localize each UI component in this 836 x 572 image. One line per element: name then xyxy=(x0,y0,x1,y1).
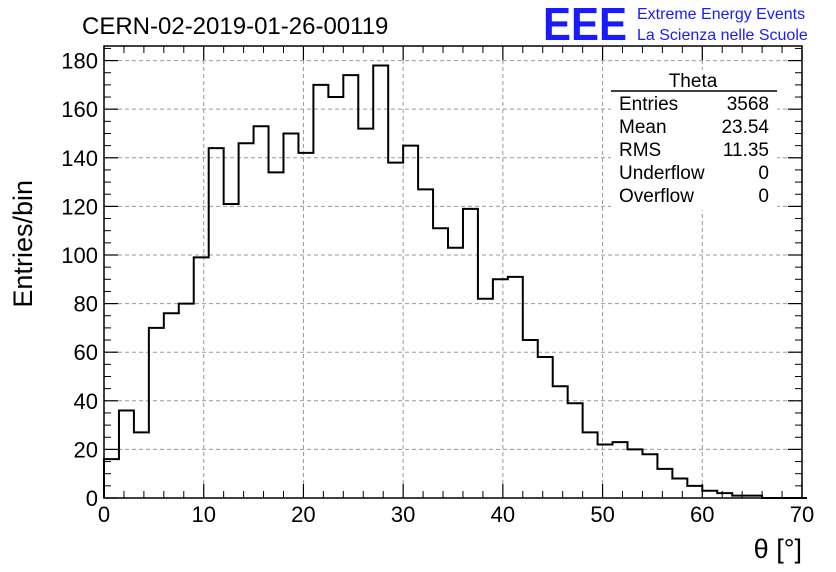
y-tick-label: 40 xyxy=(74,389,98,414)
x-tick-label: 40 xyxy=(491,502,515,527)
stats-label: RMS xyxy=(619,140,661,161)
logo-letters: EEE xyxy=(543,0,627,50)
stats-label: Mean xyxy=(619,117,667,138)
x-tick-labels: 0 10 20 30 40 50 60 70 xyxy=(98,502,814,527)
x-tick-label: 0 xyxy=(98,502,110,527)
y-tick-label: 120 xyxy=(61,194,98,219)
y-tick-label: 80 xyxy=(74,292,98,317)
run-title: CERN-02-2019-01-26-00119 xyxy=(82,13,388,40)
stats-value: 3568 xyxy=(727,94,769,115)
y-tick-label: 0 xyxy=(86,486,98,511)
y-tick-label: 180 xyxy=(61,49,98,74)
y-tick-label: 100 xyxy=(61,243,98,268)
plot-frame xyxy=(103,45,803,499)
eee-logo: EEE Extreme Energy Events La Scienza nel… xyxy=(543,0,808,50)
stats-value: 23.54 xyxy=(721,117,769,138)
stats-box: Theta Entries 3568 Mean 23.54 RMS 11.35 Underf… xyxy=(611,70,777,210)
stats-label: Overflow xyxy=(619,186,694,207)
y-axis-label: Entries/bin xyxy=(8,180,38,308)
stats-value: 0 xyxy=(758,163,769,184)
y-tick-labels: 0 20 40 60 80 100 120 140 160 180 xyxy=(61,49,98,511)
x-axis-label: θ [°] xyxy=(754,534,802,564)
y-tick-label: 160 xyxy=(61,97,98,122)
y-tick-label: 140 xyxy=(61,146,98,171)
y-tick-label: 20 xyxy=(74,437,98,462)
x-tick-label: 30 xyxy=(391,502,415,527)
x-tick-label: 20 xyxy=(291,502,315,527)
axis-ticks xyxy=(103,46,803,499)
x-tick-label: 10 xyxy=(191,502,215,527)
stats-label: Underflow xyxy=(619,163,705,184)
logo-line-1: Extreme Energy Events xyxy=(637,6,805,23)
logo-line-2: La Scienza nelle Scuole xyxy=(637,27,808,44)
stats-label: Entries xyxy=(619,94,678,115)
stats-title: Theta xyxy=(669,71,718,92)
x-tick-label: 70 xyxy=(790,502,814,527)
stats-box-background xyxy=(611,70,777,210)
histogram-step-line xyxy=(103,64,807,499)
x-tick-label: 60 xyxy=(690,502,714,527)
x-tick-label: 50 xyxy=(590,502,614,527)
stats-value: 11.35 xyxy=(723,140,769,161)
y-tick-label: 60 xyxy=(74,340,98,365)
stats-value: 0 xyxy=(758,186,769,207)
stats-rows: Entries 3568 Mean 23.54 RMS 11.35 Underflow 0 Ov… xyxy=(619,94,769,207)
